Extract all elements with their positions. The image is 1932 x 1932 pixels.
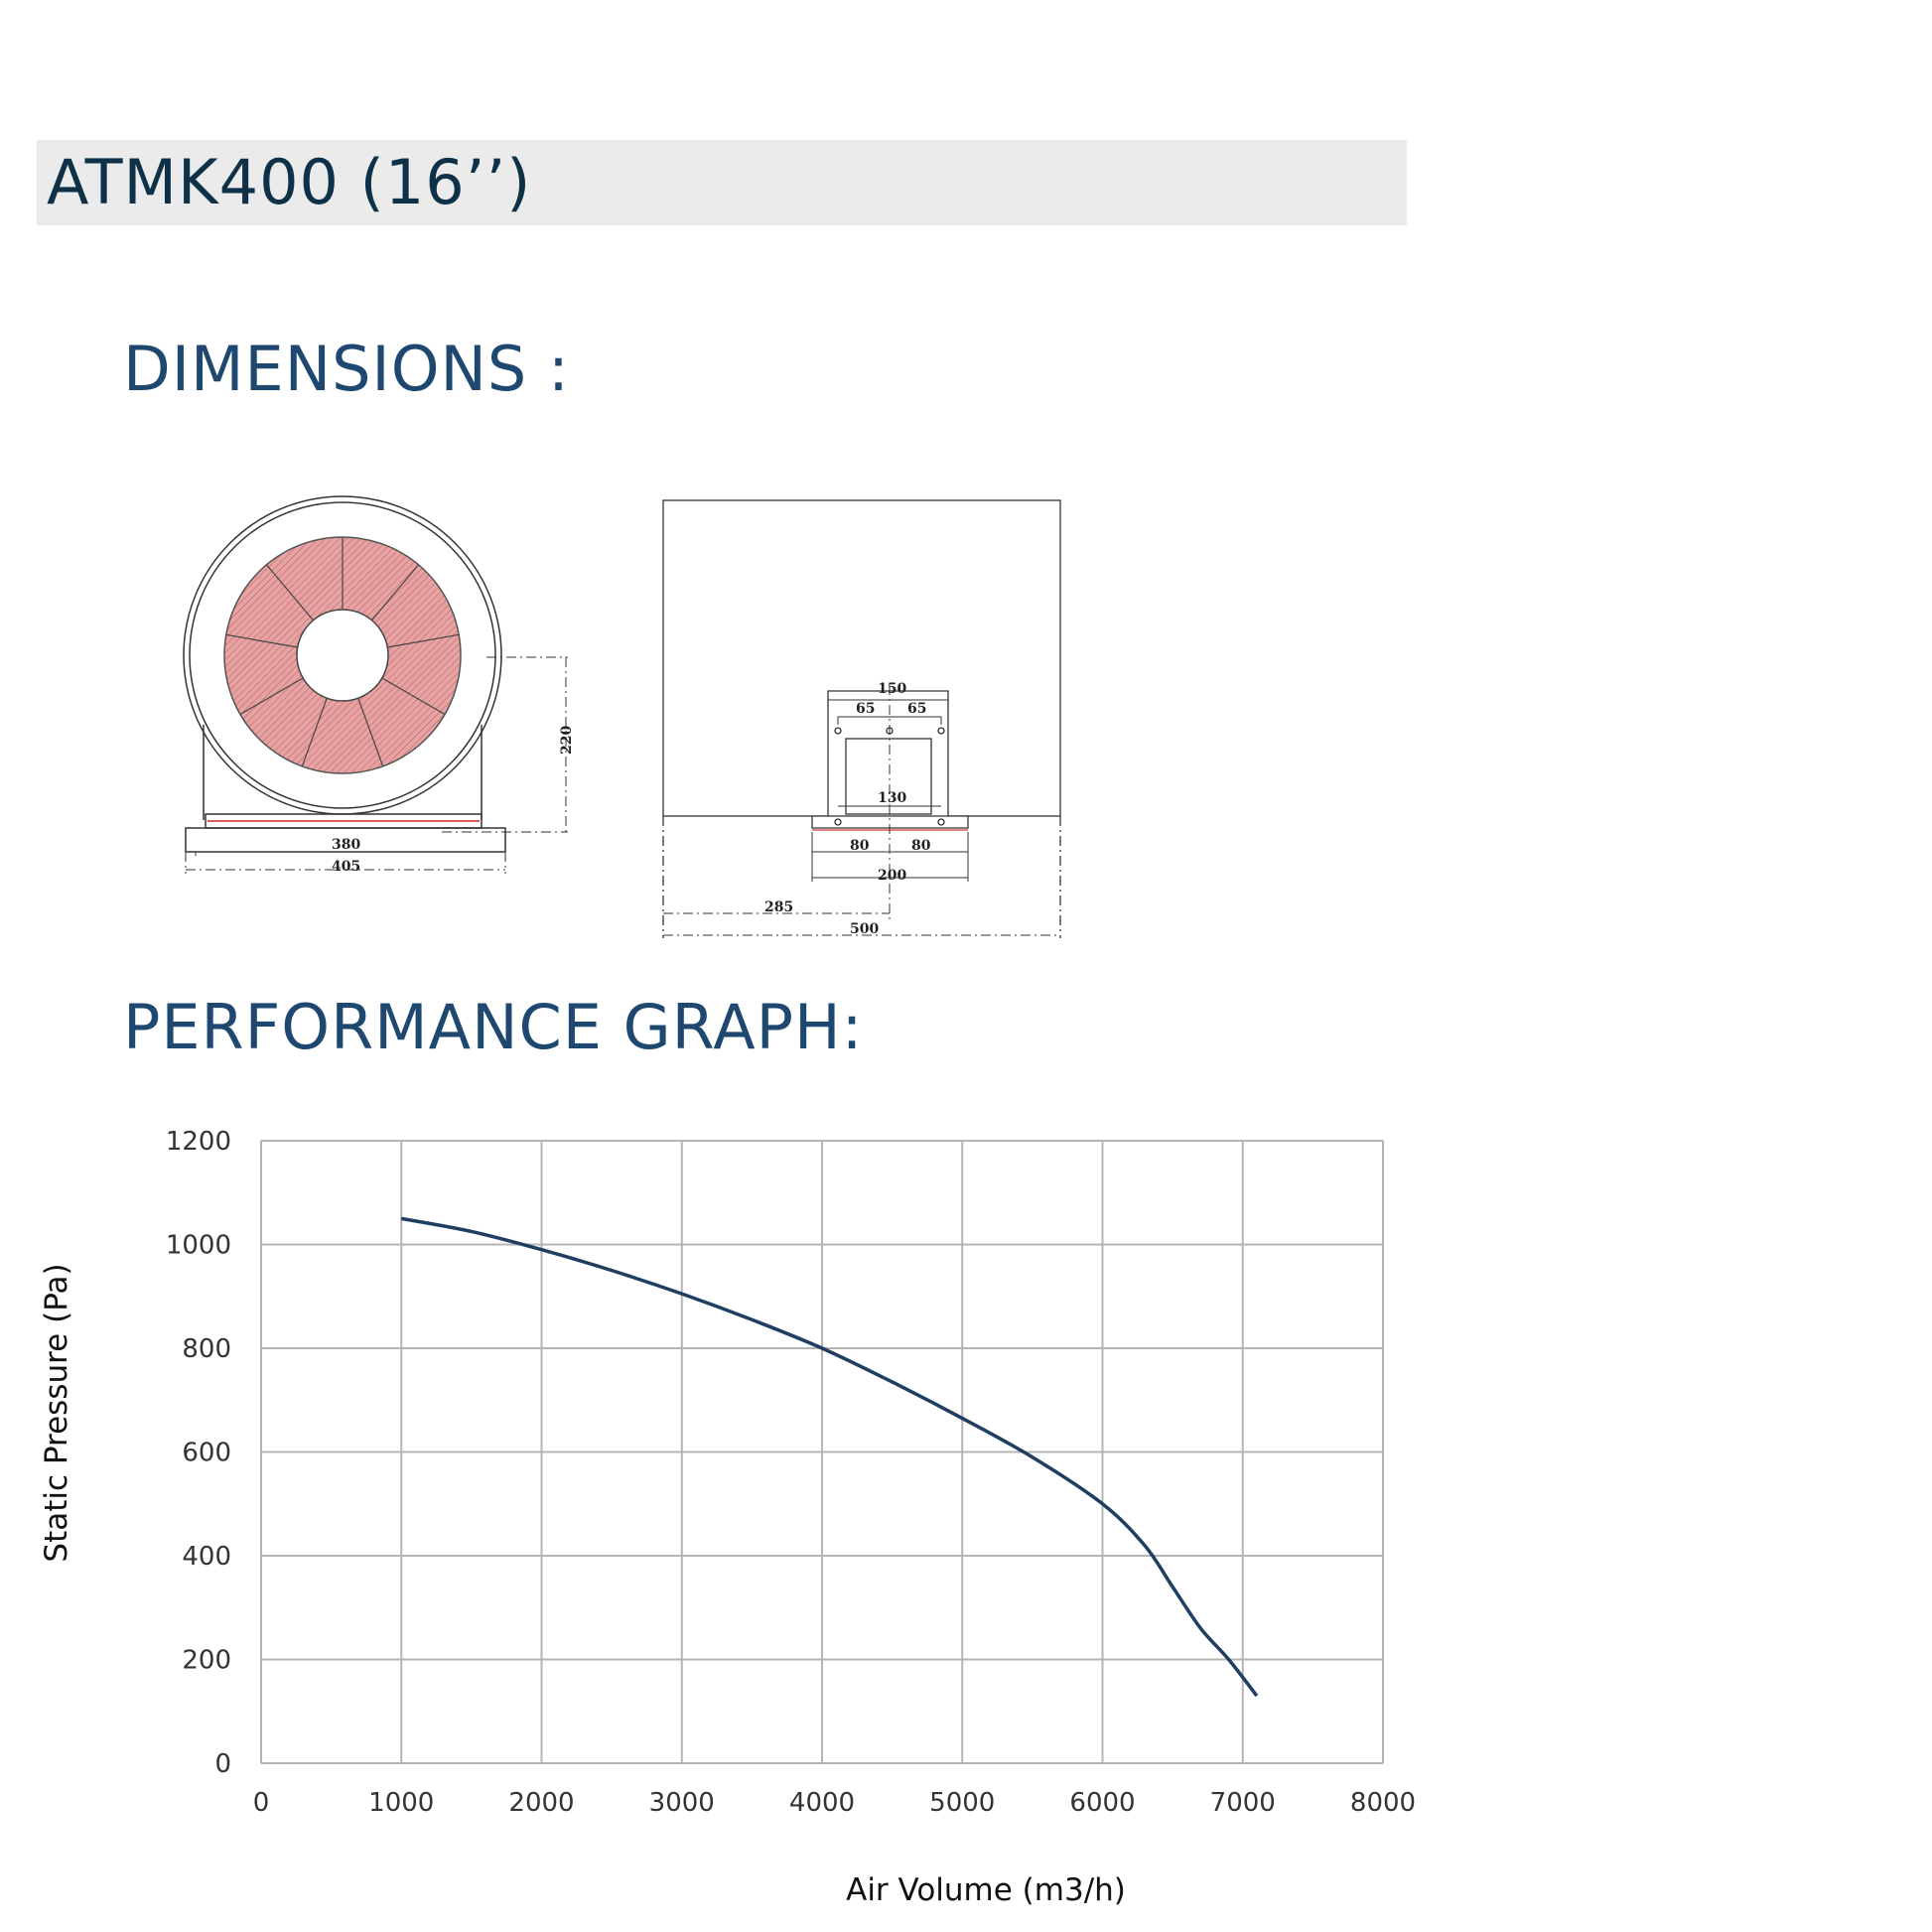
x-axis-label: Air Volume (m3/h) — [846, 1872, 1126, 1908]
x-tick-label: 1000 — [368, 1788, 434, 1818]
dim-hole-left: 65 — [856, 701, 875, 717]
impeller-blades — [225, 537, 460, 767]
y-tick-label: 200 — [182, 1646, 231, 1676]
dim-foot-width: 200 — [878, 868, 906, 884]
y-axis-label: Static Pressure (Pa) — [39, 1263, 74, 1562]
dim-hole-right: 65 — [907, 701, 926, 717]
y-tick-label: 400 — [182, 1542, 231, 1572]
y-tick-label: 1000 — [166, 1231, 231, 1261]
dim-foot-right: 80 — [911, 838, 931, 854]
dim-inner-width: 380 — [332, 837, 360, 853]
dim-bracket-width: 150 — [878, 681, 906, 697]
hub — [296, 609, 389, 702]
performance-chart: 0 1000 2000 3000 4000 5000 6000 7000 8000 0 200 400… — [166, 1127, 1416, 1818]
dimensions-heading: DIMENSIONS : — [123, 333, 570, 405]
dim-height: 220 — [559, 726, 575, 755]
dim-foot-left: 80 — [850, 838, 870, 854]
x-tick-label: 6000 — [1069, 1788, 1135, 1818]
y-tick-label: 800 — [182, 1334, 231, 1364]
dim-outer-width: 405 — [332, 859, 360, 875]
x-tick-label: 5000 — [929, 1788, 995, 1818]
bracket-window — [845, 738, 932, 815]
base-foot — [185, 827, 506, 853]
side-view-drawing — [662, 499, 1061, 938]
title-bar: ATMK400 (16’’) — [37, 140, 1407, 225]
y-tick-label: 1200 — [166, 1127, 231, 1157]
performance-curve — [400, 1216, 1259, 1698]
y-tick-label: 600 — [182, 1439, 231, 1468]
x-tick-label: 4000 — [789, 1788, 855, 1818]
x-tick-label: 7000 — [1210, 1788, 1276, 1818]
x-tick-label: 8000 — [1350, 1788, 1416, 1818]
front-view-drawing — [183, 495, 568, 874]
x-tick-label: 0 — [253, 1788, 270, 1818]
dim-total-width: 500 — [850, 921, 879, 937]
fan-housing-inner — [189, 501, 496, 809]
product-title: ATMK400 (16’’) — [47, 146, 532, 218]
performance-heading: PERFORMANCE GRAPH: — [123, 991, 864, 1063]
dim-offset: 285 — [764, 899, 793, 915]
x-tick-label: 2000 — [508, 1788, 574, 1818]
y-tick-label: 0 — [214, 1749, 231, 1779]
dim-inner: 130 — [878, 790, 906, 806]
x-tick-label: 3000 — [649, 1788, 715, 1818]
